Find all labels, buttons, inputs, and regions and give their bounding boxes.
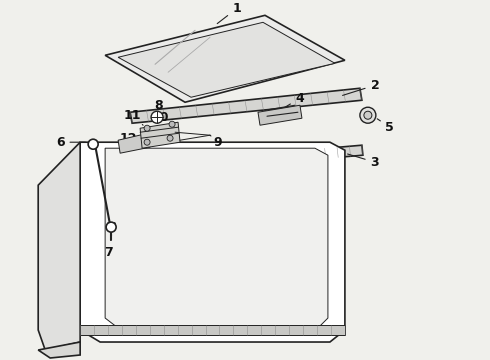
Text: 7: 7 [104,235,113,258]
Text: 8: 8 [154,99,162,112]
Text: 5: 5 [377,119,394,134]
Circle shape [169,121,175,127]
Text: 1: 1 [217,2,242,24]
Circle shape [167,135,173,141]
Circle shape [360,107,376,123]
Polygon shape [80,142,345,342]
Polygon shape [118,22,335,97]
Polygon shape [38,142,80,350]
Polygon shape [80,325,345,335]
Circle shape [364,111,372,119]
Text: 4: 4 [282,92,304,109]
Text: 3: 3 [347,154,379,169]
Circle shape [144,139,150,145]
Polygon shape [118,133,150,153]
Text: 9: 9 [210,135,222,149]
Text: 6: 6 [56,136,85,149]
Text: 12: 12 [120,132,137,145]
Polygon shape [105,15,345,102]
Circle shape [151,111,163,123]
Text: 11: 11 [123,109,143,125]
Text: 2: 2 [343,79,379,95]
Polygon shape [38,342,80,358]
Polygon shape [188,145,363,170]
Polygon shape [130,88,362,123]
Polygon shape [105,148,328,328]
Circle shape [88,139,98,149]
Circle shape [144,125,150,131]
Circle shape [106,222,116,232]
Polygon shape [140,122,180,148]
Polygon shape [258,105,302,125]
Text: 10: 10 [151,111,169,124]
